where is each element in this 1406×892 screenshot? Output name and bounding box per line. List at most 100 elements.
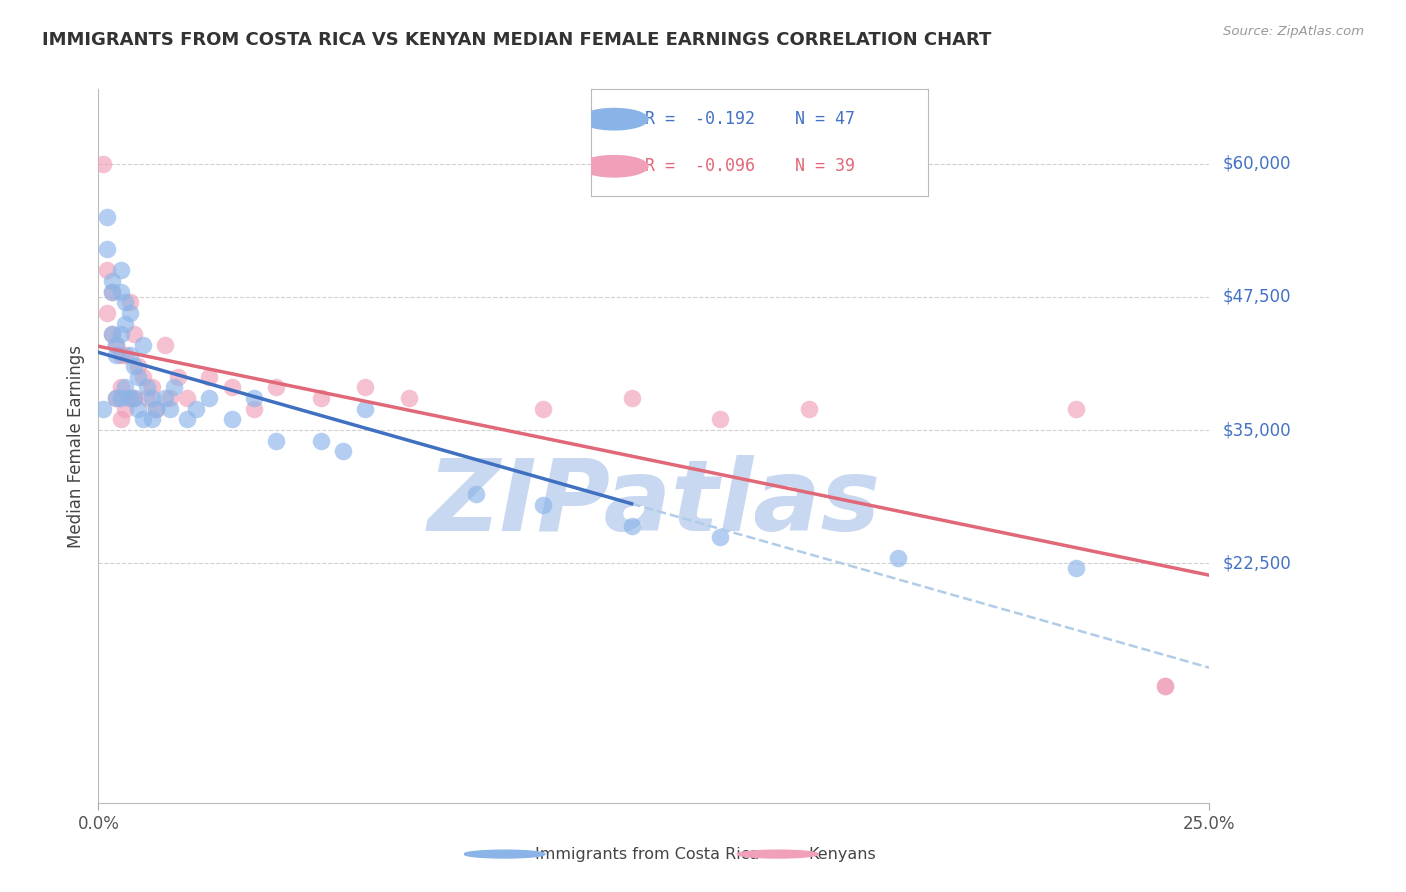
Y-axis label: Median Female Earnings: Median Female Earnings — [66, 344, 84, 548]
Point — [709, 412, 731, 426]
Point — [118, 295, 141, 310]
Text: R =  -0.192    N = 47: R = -0.192 N = 47 — [644, 111, 855, 128]
Point — [221, 380, 243, 394]
Point — [141, 380, 163, 394]
Text: Immigrants from Costa Rica: Immigrants from Costa Rica — [534, 847, 759, 862]
Point — [110, 391, 132, 405]
Text: Kenyans: Kenyans — [808, 847, 876, 862]
Text: IMMIGRANTS FROM COSTA RICA VS KENYAN MEDIAN FEMALE EARNINGS CORRELATION CHART: IMMIGRANTS FROM COSTA RICA VS KENYAN MED… — [42, 31, 991, 49]
Point — [105, 338, 128, 352]
Point — [118, 349, 141, 363]
Point — [186, 401, 208, 416]
Point — [114, 317, 136, 331]
Point — [1064, 561, 1087, 575]
Circle shape — [581, 109, 648, 130]
Point — [132, 338, 155, 352]
Point — [100, 274, 122, 288]
Point — [198, 391, 221, 405]
Point — [132, 412, 155, 426]
Point — [91, 157, 114, 171]
Point — [145, 401, 167, 416]
Point — [887, 550, 910, 565]
Point — [110, 349, 132, 363]
Point — [709, 529, 731, 543]
Point — [264, 434, 287, 448]
Point — [96, 263, 118, 277]
Point — [91, 401, 114, 416]
Point — [1064, 401, 1087, 416]
Text: Source: ZipAtlas.com: Source: ZipAtlas.com — [1223, 25, 1364, 38]
Point — [163, 380, 186, 394]
Point — [127, 401, 149, 416]
Point — [118, 391, 141, 405]
Point — [531, 401, 554, 416]
Point — [110, 327, 132, 342]
Point — [176, 391, 198, 405]
Point — [221, 412, 243, 426]
Point — [159, 401, 181, 416]
Point — [110, 412, 132, 426]
Point — [354, 401, 377, 416]
Point — [243, 401, 266, 416]
Point — [114, 295, 136, 310]
Point — [127, 369, 149, 384]
Point — [620, 391, 643, 405]
Point — [96, 242, 118, 256]
Point — [141, 391, 163, 405]
Point — [122, 391, 145, 405]
Point — [105, 391, 128, 405]
Point — [398, 391, 420, 405]
Point — [122, 391, 145, 405]
Point — [141, 412, 163, 426]
Point — [96, 306, 118, 320]
Point — [799, 401, 821, 416]
Point — [264, 380, 287, 394]
Point — [105, 338, 128, 352]
Point — [1153, 679, 1175, 693]
Point — [145, 401, 167, 416]
Point — [136, 391, 159, 405]
Text: $22,500: $22,500 — [1223, 554, 1292, 572]
Point — [309, 434, 332, 448]
Point — [118, 391, 141, 405]
Point — [114, 349, 136, 363]
Point — [159, 391, 181, 405]
Point — [122, 327, 145, 342]
Point — [100, 327, 122, 342]
Point — [114, 380, 136, 394]
Point — [105, 391, 128, 405]
Point — [153, 391, 176, 405]
Text: R =  -0.096    N = 39: R = -0.096 N = 39 — [644, 157, 855, 175]
Point — [354, 380, 377, 394]
Point — [110, 285, 132, 299]
Text: $60,000: $60,000 — [1223, 154, 1292, 173]
Point — [96, 210, 118, 224]
Point — [100, 285, 122, 299]
Point — [153, 338, 176, 352]
Point — [136, 380, 159, 394]
Point — [243, 391, 266, 405]
Point — [100, 327, 122, 342]
Point — [465, 487, 488, 501]
Point — [100, 285, 122, 299]
Point — [122, 359, 145, 373]
Point — [114, 401, 136, 416]
Point — [127, 359, 149, 373]
Point — [309, 391, 332, 405]
Point — [1153, 679, 1175, 693]
Text: $35,000: $35,000 — [1223, 421, 1292, 439]
Point — [332, 444, 354, 458]
Text: $47,500: $47,500 — [1223, 288, 1292, 306]
Point — [620, 519, 643, 533]
Point — [110, 380, 132, 394]
Point — [167, 369, 190, 384]
Point — [531, 498, 554, 512]
Point — [198, 369, 221, 384]
Circle shape — [464, 850, 546, 858]
Circle shape — [737, 850, 818, 858]
Point — [176, 412, 198, 426]
Point — [118, 306, 141, 320]
Point — [110, 263, 132, 277]
Point — [105, 349, 128, 363]
Point — [132, 369, 155, 384]
